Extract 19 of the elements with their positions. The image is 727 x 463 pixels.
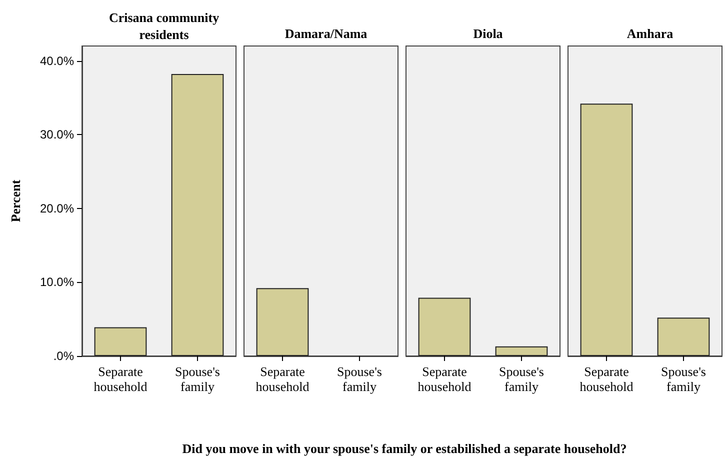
- y-tick-label: 20.0%: [40, 201, 74, 216]
- x-tick-label: Spouse's family: [175, 364, 220, 394]
- x-tick-label: Separate household: [418, 364, 472, 394]
- x-axis-title: Did you move in with your spouse's family or estabilished a separate household?: [181, 441, 628, 457]
- x-tick-label: Spouse's family: [661, 364, 706, 394]
- chart-title: Damara/Nama: [284, 26, 368, 41]
- x-tick-label: Separate household: [580, 364, 634, 394]
- y-axis-title: Percent: [8, 179, 23, 222]
- x-tick-label: Separate household: [94, 364, 148, 394]
- x-tick-label: Spouse's family: [499, 364, 544, 394]
- chart-title: Crisana community residents: [108, 10, 220, 42]
- x-tick-label: Spouse's family: [337, 364, 382, 394]
- chart-title: Amhara: [626, 26, 674, 41]
- y-tick-label: 30.0%: [40, 128, 74, 142]
- x-tick-label: Separate household: [256, 364, 310, 394]
- chart-title: Diola: [473, 26, 504, 41]
- y-tick-label: .0%: [53, 349, 74, 363]
- y-tick-label: 40.0%: [40, 54, 74, 68]
- y-tick-label: 10.0%: [40, 275, 74, 290]
